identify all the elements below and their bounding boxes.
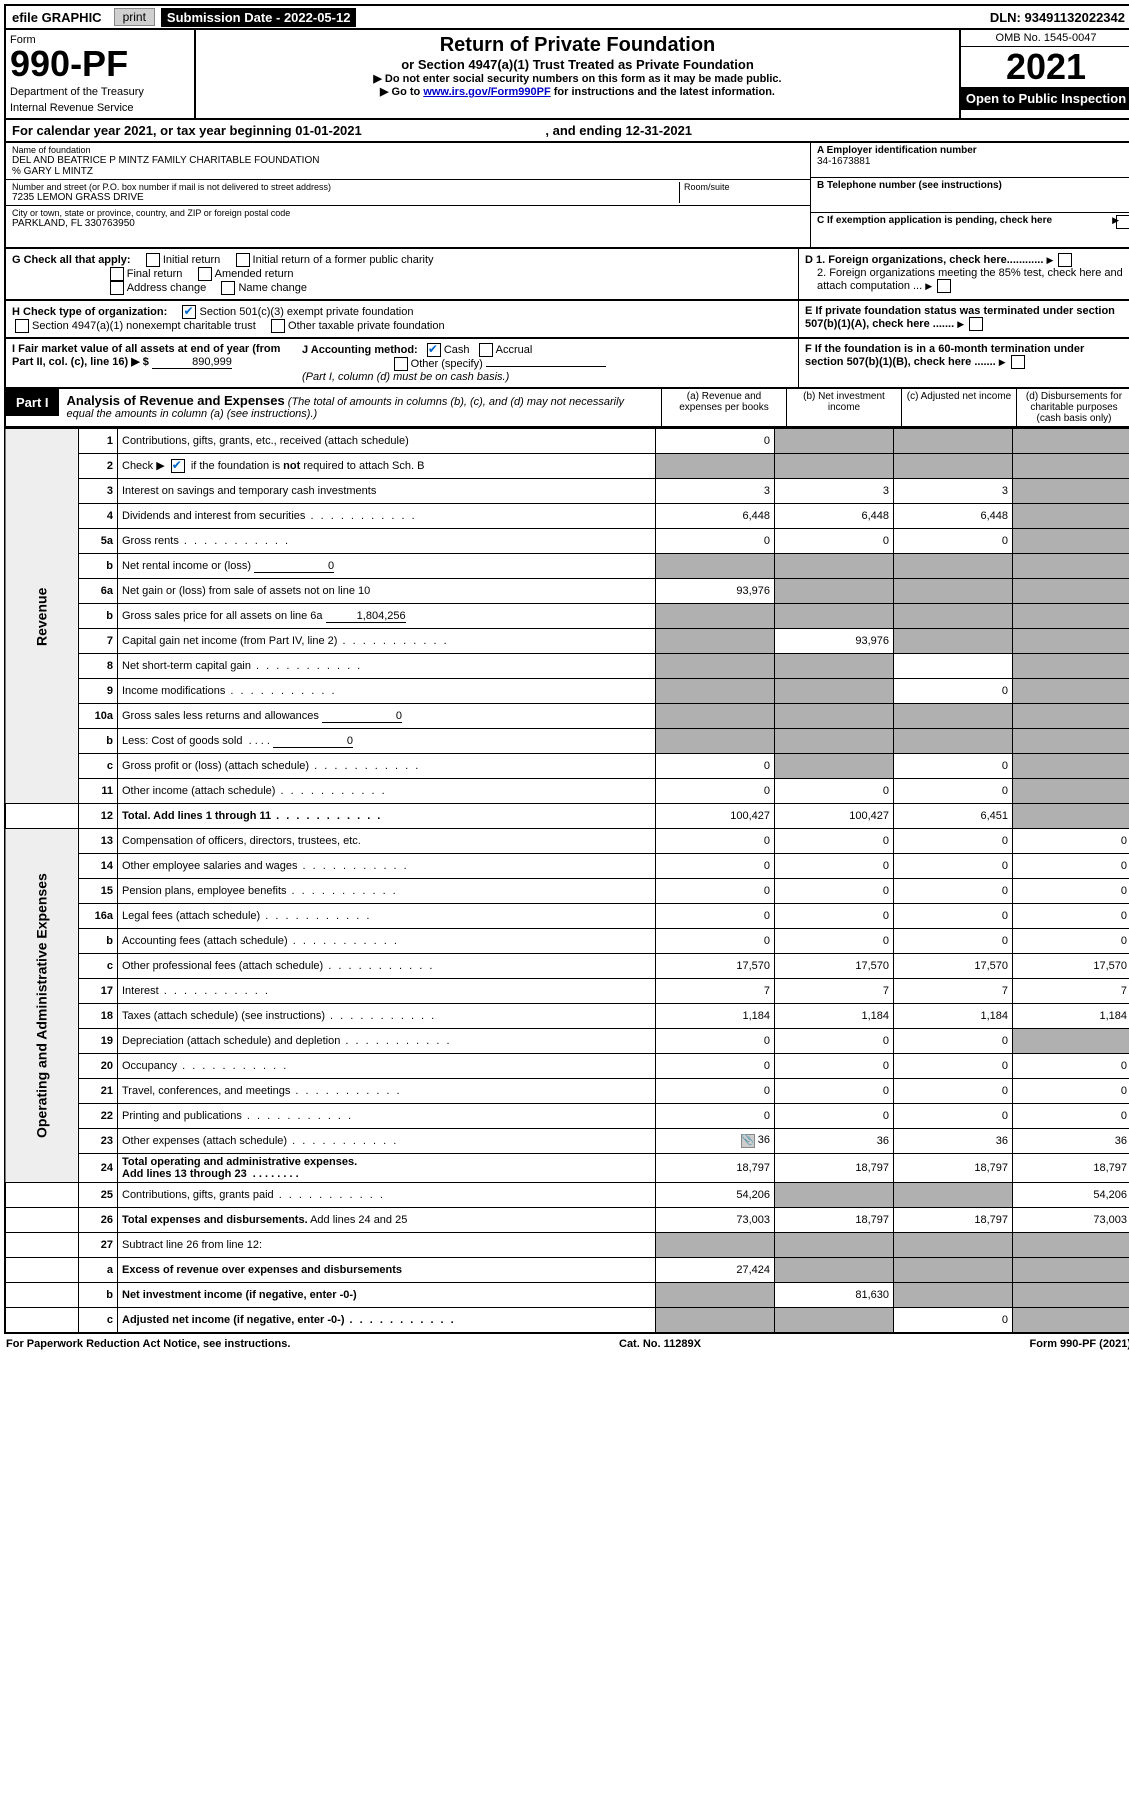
g-initial-checkbox[interactable]	[146, 253, 160, 267]
part1-header: Part I Analysis of Revenue and Expenses …	[4, 389, 1129, 428]
c-checkbox[interactable]	[1116, 215, 1129, 229]
j-other-checkbox[interactable]	[394, 357, 408, 371]
cat-number: Cat. No. 11289X	[619, 1338, 701, 1350]
col-a-header: (a) Revenue and expenses per books	[661, 389, 786, 426]
part1-title: Analysis of Revenue and Expenses	[67, 393, 285, 408]
col-d-header: (d) Disbursements for charitable purpose…	[1016, 389, 1129, 426]
dept-treasury: Department of the Treasury	[10, 86, 190, 98]
f-label: F If the foundation is in a 60-month ter…	[805, 343, 1084, 368]
g-address-checkbox[interactable]	[110, 281, 124, 295]
form-number: 990-PF	[10, 46, 190, 82]
j-note: (Part I, column (d) must be on cash basi…	[302, 371, 509, 383]
arrow-icon	[999, 356, 1008, 368]
form-ref: Form 990-PF (2021)	[1030, 1338, 1129, 1350]
omb-number: OMB No. 1545-0047	[961, 30, 1129, 47]
part1-tab: Part I	[6, 389, 59, 416]
irs-link[interactable]: www.irs.gov/Form990PF	[423, 86, 550, 98]
g-final-checkbox[interactable]	[110, 267, 124, 281]
g-initial-former-checkbox[interactable]	[236, 253, 250, 267]
page-footer: For Paperwork Reduction Act Notice, see …	[4, 1334, 1129, 1354]
col-c-header: (c) Adjusted net income	[901, 389, 1016, 426]
j-cash-checkbox[interactable]	[427, 343, 441, 357]
foundation-name: DEL AND BEATRICE P MINTZ FAMILY CHARITAB…	[12, 155, 804, 166]
care-of: % GARY L MINTZ	[12, 166, 804, 177]
d2-label: 2. Foreign organizations meeting the 85%…	[817, 267, 1123, 292]
expense-label: Operating and Administrative Expenses	[5, 829, 79, 1183]
dept-irs: Internal Revenue Service	[10, 102, 190, 114]
g-amended-checkbox[interactable]	[198, 267, 212, 281]
revenue-label: Revenue	[5, 429, 79, 804]
room-label: Room/suite	[684, 182, 804, 192]
top-bar: efile GRAPHIC print Submission Date - 20…	[4, 4, 1129, 30]
c-label: C If exemption application is pending, c…	[817, 215, 1052, 226]
tax-year: 2021	[961, 47, 1129, 87]
d1-checkbox[interactable]	[1058, 253, 1072, 267]
j-label: J Accounting method:	[302, 344, 418, 356]
i-value: 890,999	[152, 356, 232, 369]
arrow-icon	[957, 318, 966, 330]
calendar-year-row: For calendar year 2021, or tax year begi…	[4, 120, 1129, 143]
paperwork-notice: For Paperwork Reduction Act Notice, see …	[6, 1338, 290, 1350]
f-checkbox[interactable]	[1011, 355, 1025, 369]
j-accrual-checkbox[interactable]	[479, 343, 493, 357]
section-g: G Check all that apply: Initial return I…	[4, 249, 1129, 301]
section-h: H Check type of organization: Section 50…	[4, 301, 1129, 339]
name-label: Name of foundation	[12, 145, 804, 155]
form-header: Form 990-PF Department of the Treasury I…	[4, 30, 1129, 120]
h-4947-checkbox[interactable]	[15, 319, 29, 333]
ein-label: A Employer identification number	[817, 145, 1125, 156]
h-501c3-checkbox[interactable]	[182, 305, 196, 319]
addr-label: Number and street (or P.O. box number if…	[12, 182, 679, 192]
schb-checkbox[interactable]	[171, 459, 185, 473]
city-state-zip: PARKLAND, FL 330763950	[12, 218, 804, 229]
h-other-checkbox[interactable]	[271, 319, 285, 333]
i-label: I Fair market value of all assets at end…	[12, 343, 280, 368]
d1-label: D 1. Foreign organizations, check here..…	[805, 254, 1043, 266]
g-name-checkbox[interactable]	[221, 281, 235, 295]
part1-table: Revenue 1Contributions, gifts, grants, e…	[4, 428, 1129, 1334]
open-public: Open to Public Inspection	[961, 87, 1129, 110]
form-subtitle: or Section 4947(a)(1) Trust Treated as P…	[200, 57, 955, 72]
attach-icon[interactable]: 📎	[741, 1134, 755, 1148]
city-label: City or town, state or province, country…	[12, 208, 804, 218]
efile-label: efile GRAPHIC	[6, 8, 108, 27]
dln-label: DLN: 93491132022342	[984, 8, 1129, 27]
arrow-icon	[1046, 254, 1055, 266]
phone-label: B Telephone number (see instructions)	[817, 180, 1125, 191]
ein-value: 34-1673881	[817, 156, 1125, 167]
g-label: G Check all that apply:	[12, 254, 131, 266]
e-checkbox[interactable]	[969, 317, 983, 331]
print-button[interactable]: print	[114, 8, 155, 26]
d2-checkbox[interactable]	[937, 279, 951, 293]
entity-info: Name of foundation DEL AND BEATRICE P MI…	[4, 143, 1129, 249]
instr-ssn: ▶ Do not enter social security numbers o…	[200, 72, 955, 85]
form-title: Return of Private Foundation	[200, 34, 955, 57]
street-address: 7235 LEMON GRASS DRIVE	[12, 192, 679, 203]
h-label: H Check type of organization:	[12, 306, 167, 318]
submission-date: Submission Date - 2022-05-12	[161, 8, 357, 27]
arrow-icon	[925, 280, 934, 292]
col-b-header: (b) Net investment income	[786, 389, 901, 426]
instr-goto: ▶ Go to www.irs.gov/Form990PF for instru…	[200, 85, 955, 98]
section-ij: I Fair market value of all assets at end…	[4, 339, 1129, 389]
